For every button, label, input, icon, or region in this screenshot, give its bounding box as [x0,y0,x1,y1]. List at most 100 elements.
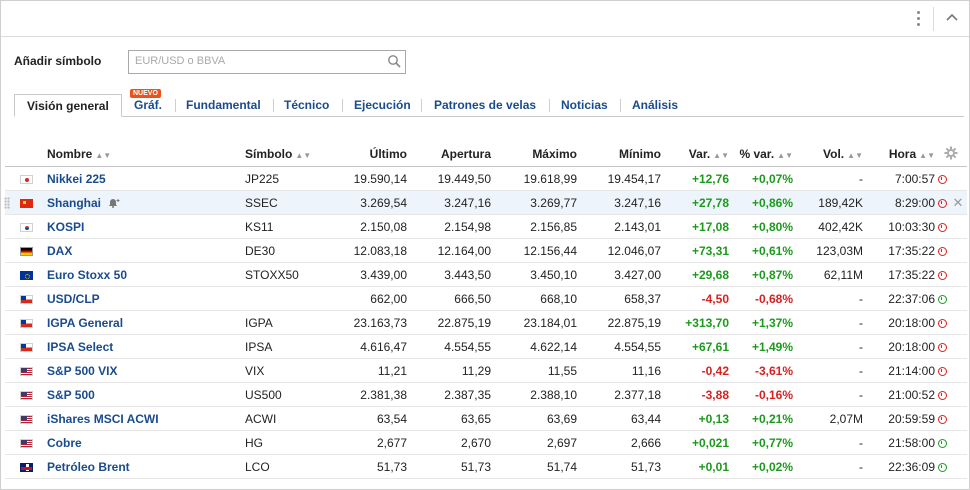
instrument-name-link[interactable]: Shanghai [47,195,102,210]
pct-change-cell: +0,02% [729,454,793,479]
flag-de-icon [19,246,33,256]
change-cell: +313,70 [661,310,729,335]
last-cell: 2.381,38 [317,382,407,407]
column-header-nombre[interactable]: Nombre ▲▼ [47,142,245,167]
symbol-cell: LCO [245,454,317,479]
instrument-name-link[interactable]: IGPA General [47,315,124,330]
column-header-maximo[interactable]: Máximo [491,142,577,167]
tab-noticias[interactable]: Noticias [561,98,608,112]
last-cell: 4.616,47 [317,334,407,359]
instrument-name-link[interactable]: S&P 500 [47,387,95,402]
column-header-var[interactable]: Var. ▲▼ [661,142,729,167]
volume-cell: 62,11M [793,262,863,287]
high-cell: 3.269,77 [491,190,577,215]
instrument-name-link[interactable]: Nikkei 225 [47,171,106,186]
market-status-cell [935,310,949,335]
tab-graf[interactable]: Gráf. [134,98,163,112]
table-row[interactable]: Petróleo Brent LCO 51,73 51,73 51,74 51,73 +0,… [5,454,967,479]
clock-red-icon [937,222,947,232]
open-cell: 11,29 [407,358,491,383]
high-cell: 2,697 [491,430,577,455]
flag-cell [5,262,47,287]
clock-green-icon [937,438,947,448]
table-row[interactable]: Shanghai SSEC 3.269,54 3.247,16 3.269,77 3.24… [4,190,967,215]
volume-cell: 2,07M [793,406,863,431]
symbol-search-input[interactable] [129,51,391,71]
flag-gb-icon [19,462,33,472]
high-cell: 23.184,01 [491,310,577,335]
column-header-pct-var[interactable]: % var. ▲▼ [729,142,793,167]
high-cell: 11,55 [491,358,577,383]
gear-icon[interactable] [935,142,967,167]
volume-cell: 402,42K [793,214,863,239]
pct-change-cell: +0,77% [729,430,793,455]
close-icon[interactable]: ✕ [952,194,964,210]
tab-tecnico[interactable]: Técnico [284,98,330,112]
low-cell: 11,16 [577,358,661,383]
time-cell: 20:18:00 [863,334,935,359]
high-cell: 3.450,10 [491,262,577,287]
table-row[interactable]: Cobre HG 2,677 2,670 2,697 2,666 +0,021 +0,77% -… [5,430,967,455]
table-row[interactable]: S&P 500 VIX VIX 11,21 11,29 11,55 11,16 -0,42-… [5,358,967,383]
change-cell: -3,88 [661,382,729,407]
table-row[interactable]: iShares MSCI ACWI ACWI 63,54 63,65 63,69 63,4… [5,406,967,431]
instrument-name-cell: Petróleo Brent [47,454,245,479]
time-cell: 7:00:57 [863,166,935,191]
table-row[interactable]: S&P 500 US500 2.381,38 2.387,35 2.388,10 2.37… [5,382,967,407]
table-row[interactable]: USD/CLP 662,00 666,50 668,10 658,37 -4,50 -0,6… [5,286,967,311]
flag-cell [5,406,47,431]
tab-ejecucion[interactable]: Ejecución [354,98,411,112]
instrument-name-cell: Cobre [47,430,245,455]
drag-handle-icon[interactable] [4,197,10,209]
table-row[interactable]: Euro Stoxx 50 STOXX50 3.439,00 3.443,50 3.45… [5,262,967,287]
flag-us-icon [19,438,33,448]
instrument-name-link[interactable]: S&P 500 VIX [47,363,118,378]
column-header-ultimo[interactable]: Último [317,142,407,167]
market-status-cell [935,166,949,191]
high-cell: 4.622,14 [491,334,577,359]
table-row[interactable]: DAX DE30 12.083,18 12.164,00 12.156,44 12.046… [5,238,967,263]
table-row[interactable]: KOSPI KS11 2.150,08 2.154,98 2.156,85 2.143,0… [5,214,967,239]
column-header-apertura[interactable]: Apertura [407,142,491,167]
column-header-vol[interactable]: Vol. ▲▼ [793,142,863,167]
open-cell: 666,50 [407,286,491,311]
tab-analisis[interactable]: Análisis [632,98,679,112]
search-icon[interactable] [387,54,401,68]
flag-cell [5,286,47,311]
symbol-search[interactable] [128,50,406,74]
bell-add-alert-icon[interactable] [107,198,121,209]
table-row[interactable]: IGPA General IGPA 23.163,73 22.875,19 23.184… [5,310,967,335]
clock-red-icon [937,318,947,328]
instrument-name-link[interactable]: IPSA Select [47,339,114,354]
instrument-name-link[interactable]: DAX [47,243,73,258]
instrument-name-link[interactable]: Euro Stoxx 50 [47,267,128,282]
tab-vision-general[interactable]: Visión general [14,94,122,117]
instrument-name-link[interactable]: KOSPI [47,219,85,234]
market-status-cell [935,430,949,455]
instrument-name-cell: Euro Stoxx 50 [47,262,245,287]
instrument-name-link[interactable]: Cobre [47,435,82,450]
symbol-cell: HG [245,430,317,455]
column-header-minimo[interactable]: Mínimo [577,142,661,167]
high-cell: 668,10 [491,286,577,311]
remove-cell [949,430,967,455]
pct-change-cell: +0,86% [729,190,793,215]
tab-fundamental[interactable]: Fundamental [186,98,261,112]
table-row[interactable]: IPSA Select IPSA 4.616,47 4.554,55 4.622,14 4… [5,334,967,359]
tab-patrones-de-velas[interactable]: Patrones de velas [434,98,537,112]
column-header-hora[interactable]: Hora ▲▼ [863,142,935,167]
low-cell: 658,37 [577,286,661,311]
flag-cell [5,214,47,239]
chevron-up-icon[interactable] [944,10,960,26]
table-row[interactable]: Nikkei 225 JP225 19.590,14 19.449,50 19.618,… [5,166,967,191]
column-header-simbolo[interactable]: Símbolo ▲▼ [245,142,317,167]
instrument-name-link[interactable]: Petróleo Brent [47,459,130,474]
volume-cell: - [793,310,863,335]
last-cell: 63,54 [317,406,407,431]
flag-cell [5,454,47,479]
kebab-vertical-icon[interactable] [913,9,923,29]
market-status-cell [935,358,949,383]
instrument-name-link[interactable]: USD/CLP [47,291,100,306]
low-cell: 19.454,17 [577,166,661,191]
instrument-name-link[interactable]: iShares MSCI ACWI [47,411,159,426]
